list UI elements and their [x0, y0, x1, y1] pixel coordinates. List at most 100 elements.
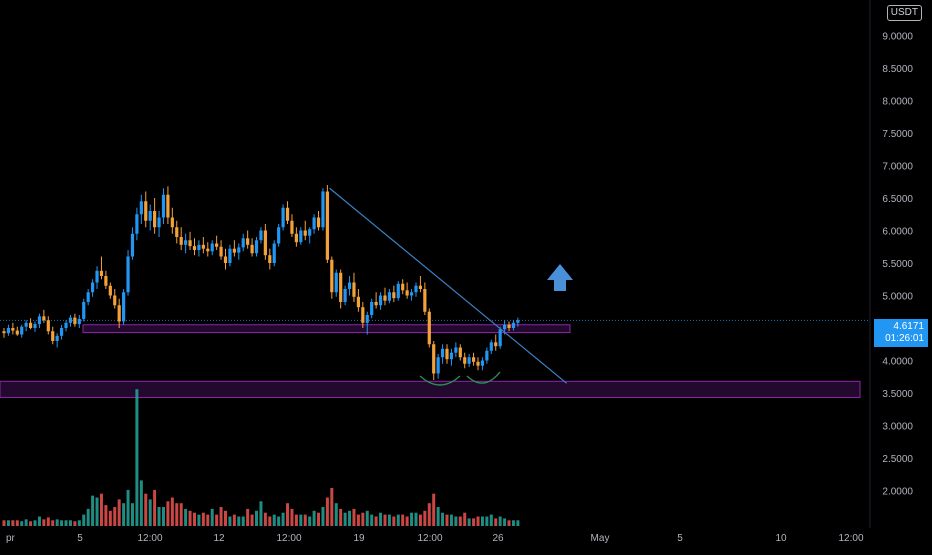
candle-body	[46, 320, 50, 332]
candle-body	[206, 248, 210, 252]
candle-body	[95, 270, 99, 283]
volume-bar	[157, 507, 161, 526]
x-tick-label: 12:00	[137, 533, 162, 544]
y-tick-label: 8.0000	[882, 97, 913, 108]
candle-body	[471, 357, 476, 362]
candle-body	[294, 233, 298, 243]
volume-bar	[29, 521, 33, 526]
candle-body	[237, 247, 241, 253]
candle-body	[246, 238, 250, 245]
candle-body	[148, 211, 152, 221]
volume-bar	[268, 516, 272, 526]
candle-body	[343, 289, 347, 302]
candle-body	[281, 207, 285, 228]
candle-body	[485, 350, 489, 361]
candle-body	[480, 360, 485, 366]
volume-bar	[516, 520, 520, 526]
candle-body	[179, 237, 183, 245]
candle-body	[454, 347, 458, 353]
candle-body	[254, 240, 259, 254]
volume-bar	[108, 510, 112, 526]
candle-body	[228, 248, 232, 263]
volume-bar	[401, 514, 405, 526]
candle-body	[303, 230, 307, 236]
up-arrow-icon	[547, 264, 573, 291]
candle-body	[285, 207, 290, 221]
volume-bar	[24, 519, 28, 526]
candle-body	[339, 272, 343, 302]
volume-bar	[277, 516, 281, 526]
volume-bar	[263, 512, 267, 526]
candle-body	[330, 259, 334, 293]
volume-bar	[489, 514, 493, 526]
candle-body	[396, 283, 400, 299]
x-tick-label: 12:00	[838, 533, 863, 544]
candle-body	[347, 282, 352, 289]
volume-bar	[423, 510, 427, 526]
volume-bar	[237, 516, 241, 526]
volume-bar	[312, 510, 316, 526]
volume-bar	[449, 514, 453, 526]
candle-body	[316, 217, 321, 228]
volume-bar	[91, 495, 95, 526]
candle-body	[401, 283, 405, 291]
currency-badge[interactable]: USDT	[886, 5, 922, 21]
y-tick-label: 7.0000	[882, 162, 913, 173]
volume-bar	[166, 501, 170, 526]
volume-bar	[99, 493, 103, 526]
volume-bar	[224, 510, 227, 526]
volume-bar	[294, 514, 298, 526]
x-tick-label: 5	[77, 533, 83, 544]
candle-body	[387, 292, 392, 301]
candle-body	[73, 317, 77, 325]
volume-bar	[241, 516, 245, 526]
volume-bar	[51, 520, 55, 526]
candle-body	[99, 270, 104, 276]
y-tick-label: 9.0000	[882, 32, 913, 43]
y-tick-label: 8.5000	[882, 64, 913, 75]
volume-bar	[339, 508, 343, 526]
candle-body	[334, 272, 338, 293]
candle-body	[113, 295, 117, 306]
volume-bar	[55, 519, 59, 526]
candle-body	[268, 255, 272, 263]
volume-bar	[15, 520, 19, 526]
candle-body	[64, 322, 68, 328]
volume-bar	[20, 521, 24, 526]
candle-body	[126, 256, 130, 293]
volume-bar	[206, 514, 210, 526]
candle-body	[467, 357, 471, 364]
volume-bar	[467, 518, 471, 526]
volume-bar	[299, 514, 303, 526]
candle-body	[325, 191, 329, 260]
candle-body	[77, 318, 81, 325]
volume-bar	[436, 507, 440, 526]
volume-bar	[60, 520, 64, 526]
candle-body	[117, 305, 121, 322]
candle-body	[192, 246, 197, 250]
volume-bar	[290, 508, 294, 526]
x-tick-label: 26	[492, 533, 504, 544]
last-price-tag: 4.6171 01:26:01	[874, 319, 928, 347]
candle-body	[409, 292, 414, 296]
y-tick-label: 7.5000	[882, 129, 913, 140]
candle-body	[82, 302, 86, 319]
y-tick-label: 5.5000	[882, 259, 913, 270]
volume-bar	[255, 510, 259, 526]
candle-body	[476, 361, 480, 366]
y-tick-label: 3.5000	[882, 389, 913, 400]
volume-bar	[82, 514, 86, 526]
candle-body	[104, 276, 108, 286]
candle-body	[436, 357, 440, 374]
candle-body	[494, 342, 498, 347]
volume-bar	[317, 512, 321, 526]
y-tick-label: 4.0000	[882, 357, 913, 368]
candle-body	[250, 244, 254, 254]
volume-bar	[144, 493, 148, 526]
candle-body	[432, 344, 436, 374]
candle-body	[210, 243, 214, 252]
candle-body	[374, 302, 378, 306]
candle-body	[299, 230, 303, 243]
candle-body	[463, 357, 467, 364]
